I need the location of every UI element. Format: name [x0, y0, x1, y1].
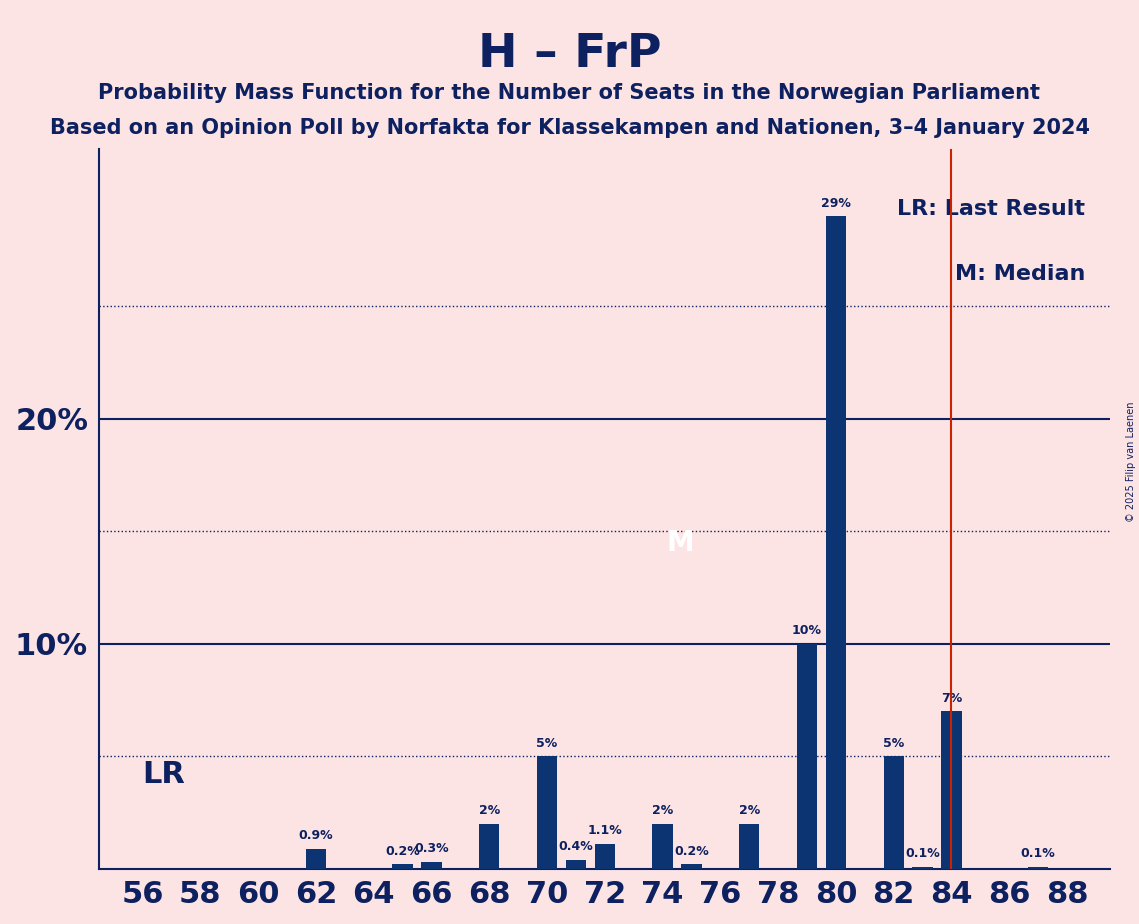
Bar [536, 757, 557, 869]
Text: LR: LR [142, 760, 186, 789]
Text: 10%: 10% [792, 625, 822, 638]
Text: 5%: 5% [536, 736, 558, 749]
Bar [480, 824, 499, 869]
Text: Based on an Opinion Poll by Norfakta for Klassekampen and Nationen, 3–4 January : Based on an Opinion Poll by Norfakta for… [49, 118, 1090, 139]
Bar [595, 845, 615, 869]
Text: 1.1%: 1.1% [588, 824, 622, 837]
Bar [393, 864, 412, 869]
Bar [912, 867, 933, 869]
Text: LR: Last Result: LR: Last Result [898, 200, 1085, 219]
Text: M: M [666, 529, 694, 556]
Text: 2%: 2% [738, 804, 760, 817]
Bar [797, 644, 817, 869]
Text: 0.9%: 0.9% [298, 829, 334, 842]
Bar [1029, 867, 1048, 869]
Text: M: Median: M: Median [954, 264, 1085, 285]
Bar [826, 216, 846, 869]
Text: 0.2%: 0.2% [674, 845, 708, 857]
Text: © 2025 Filip van Laenen: © 2025 Filip van Laenen [1126, 402, 1136, 522]
Bar [566, 860, 585, 869]
Text: 0.1%: 0.1% [1021, 847, 1056, 860]
Bar [653, 824, 673, 869]
Bar [421, 862, 442, 869]
Text: 2%: 2% [478, 804, 500, 817]
Bar [941, 711, 961, 869]
Bar [681, 864, 702, 869]
Bar [739, 824, 760, 869]
Text: Probability Mass Function for the Number of Seats in the Norwegian Parliament: Probability Mass Function for the Number… [98, 83, 1041, 103]
Text: H – FrP: H – FrP [477, 32, 662, 78]
Text: 0.3%: 0.3% [415, 843, 449, 856]
Text: 0.2%: 0.2% [385, 845, 420, 857]
Text: 5%: 5% [883, 736, 904, 749]
Text: 2%: 2% [652, 804, 673, 817]
Text: 0.4%: 0.4% [558, 840, 593, 853]
Text: 7%: 7% [941, 692, 962, 705]
Bar [305, 848, 326, 869]
Text: 29%: 29% [821, 197, 851, 210]
Text: 0.1%: 0.1% [906, 847, 940, 860]
Bar [884, 757, 903, 869]
